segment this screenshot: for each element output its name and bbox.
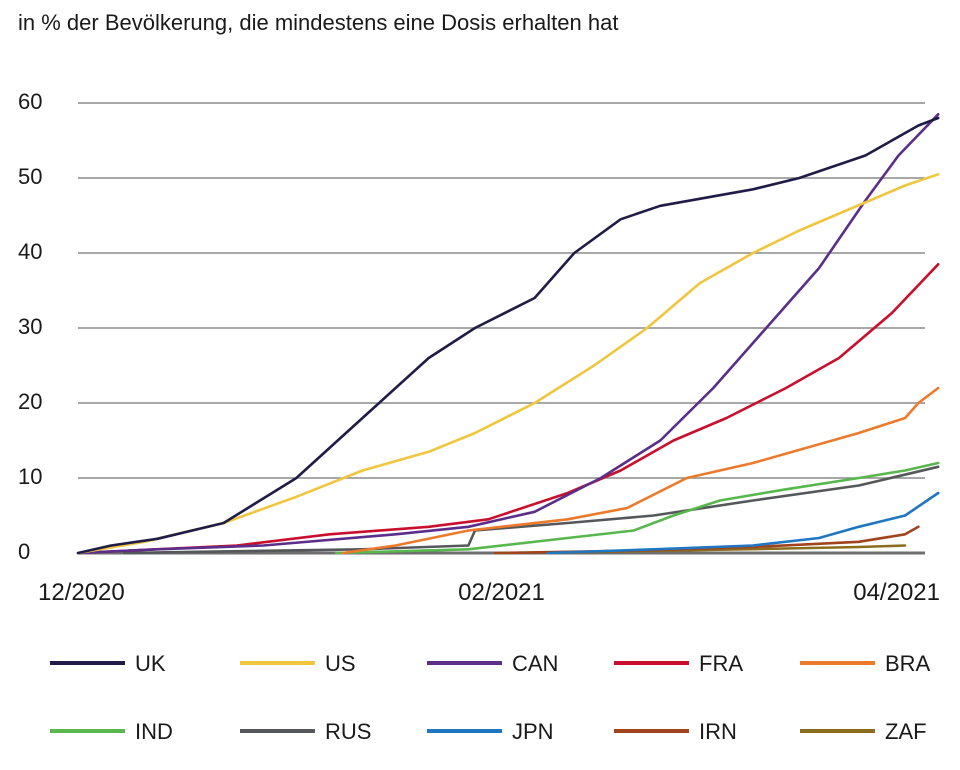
legend-label: IND [135, 719, 173, 744]
series-line-can [76, 113, 940, 555]
legend-label: BRA [885, 651, 931, 676]
legend-item-zaf: ZAF [800, 719, 927, 744]
legend-item-fra: FRA [614, 651, 743, 676]
legend-label: ZAF [885, 719, 927, 744]
legend-label: FRA [699, 651, 743, 676]
x-tick-label: 12/2020 [38, 579, 125, 606]
x-axis-ticks: 12/2020 02/2021 04/2021 [38, 579, 940, 606]
series-line-bra [341, 386, 940, 555]
x-tick-label: 02/2021 [458, 579, 545, 606]
series-line-jpn [546, 491, 940, 555]
y-tick-label: 60 [18, 89, 42, 114]
legend-item-rus: RUS [240, 719, 371, 744]
legend-label: CAN [512, 651, 558, 676]
x-tick-label: 04/2021 [853, 579, 940, 606]
y-tick-label: 50 [18, 164, 42, 189]
y-tick-label: 20 [18, 389, 42, 414]
chart-title: in % der Bevölkerung, die mindestens ein… [18, 10, 618, 35]
y-axis-ticks: 0 10 20 30 40 50 60 [18, 89, 42, 564]
legend-label: RUS [325, 719, 371, 744]
legend-item-uk: UK [50, 651, 166, 676]
series-line-uk [76, 116, 940, 555]
y-tick-label: 10 [18, 464, 42, 489]
legend-label: IRN [699, 719, 737, 744]
y-tick-label: 0 [18, 539, 30, 564]
series-line-rus [123, 465, 940, 555]
series-line-us [76, 173, 940, 555]
series-line-fra [76, 263, 940, 555]
legend-item-jpn: JPN [427, 719, 554, 744]
legend-label: UK [135, 651, 166, 676]
legend-item-can: CAN [427, 651, 558, 676]
legend-label: JPN [512, 719, 554, 744]
legend-item-us: US [240, 651, 356, 676]
legend-label: US [325, 651, 356, 676]
series-lines [76, 113, 940, 555]
gridlines [78, 102, 925, 555]
y-tick-label: 30 [18, 314, 42, 339]
legend-item-irn: IRN [614, 719, 737, 744]
legend: UK US CAN FRA BRA IND RUS JPN IRN ZAF [50, 651, 931, 744]
series-line-ind [334, 461, 940, 555]
legend-item-ind: IND [50, 719, 173, 744]
legend-item-bra: BRA [800, 651, 931, 676]
y-tick-label: 40 [18, 239, 42, 264]
